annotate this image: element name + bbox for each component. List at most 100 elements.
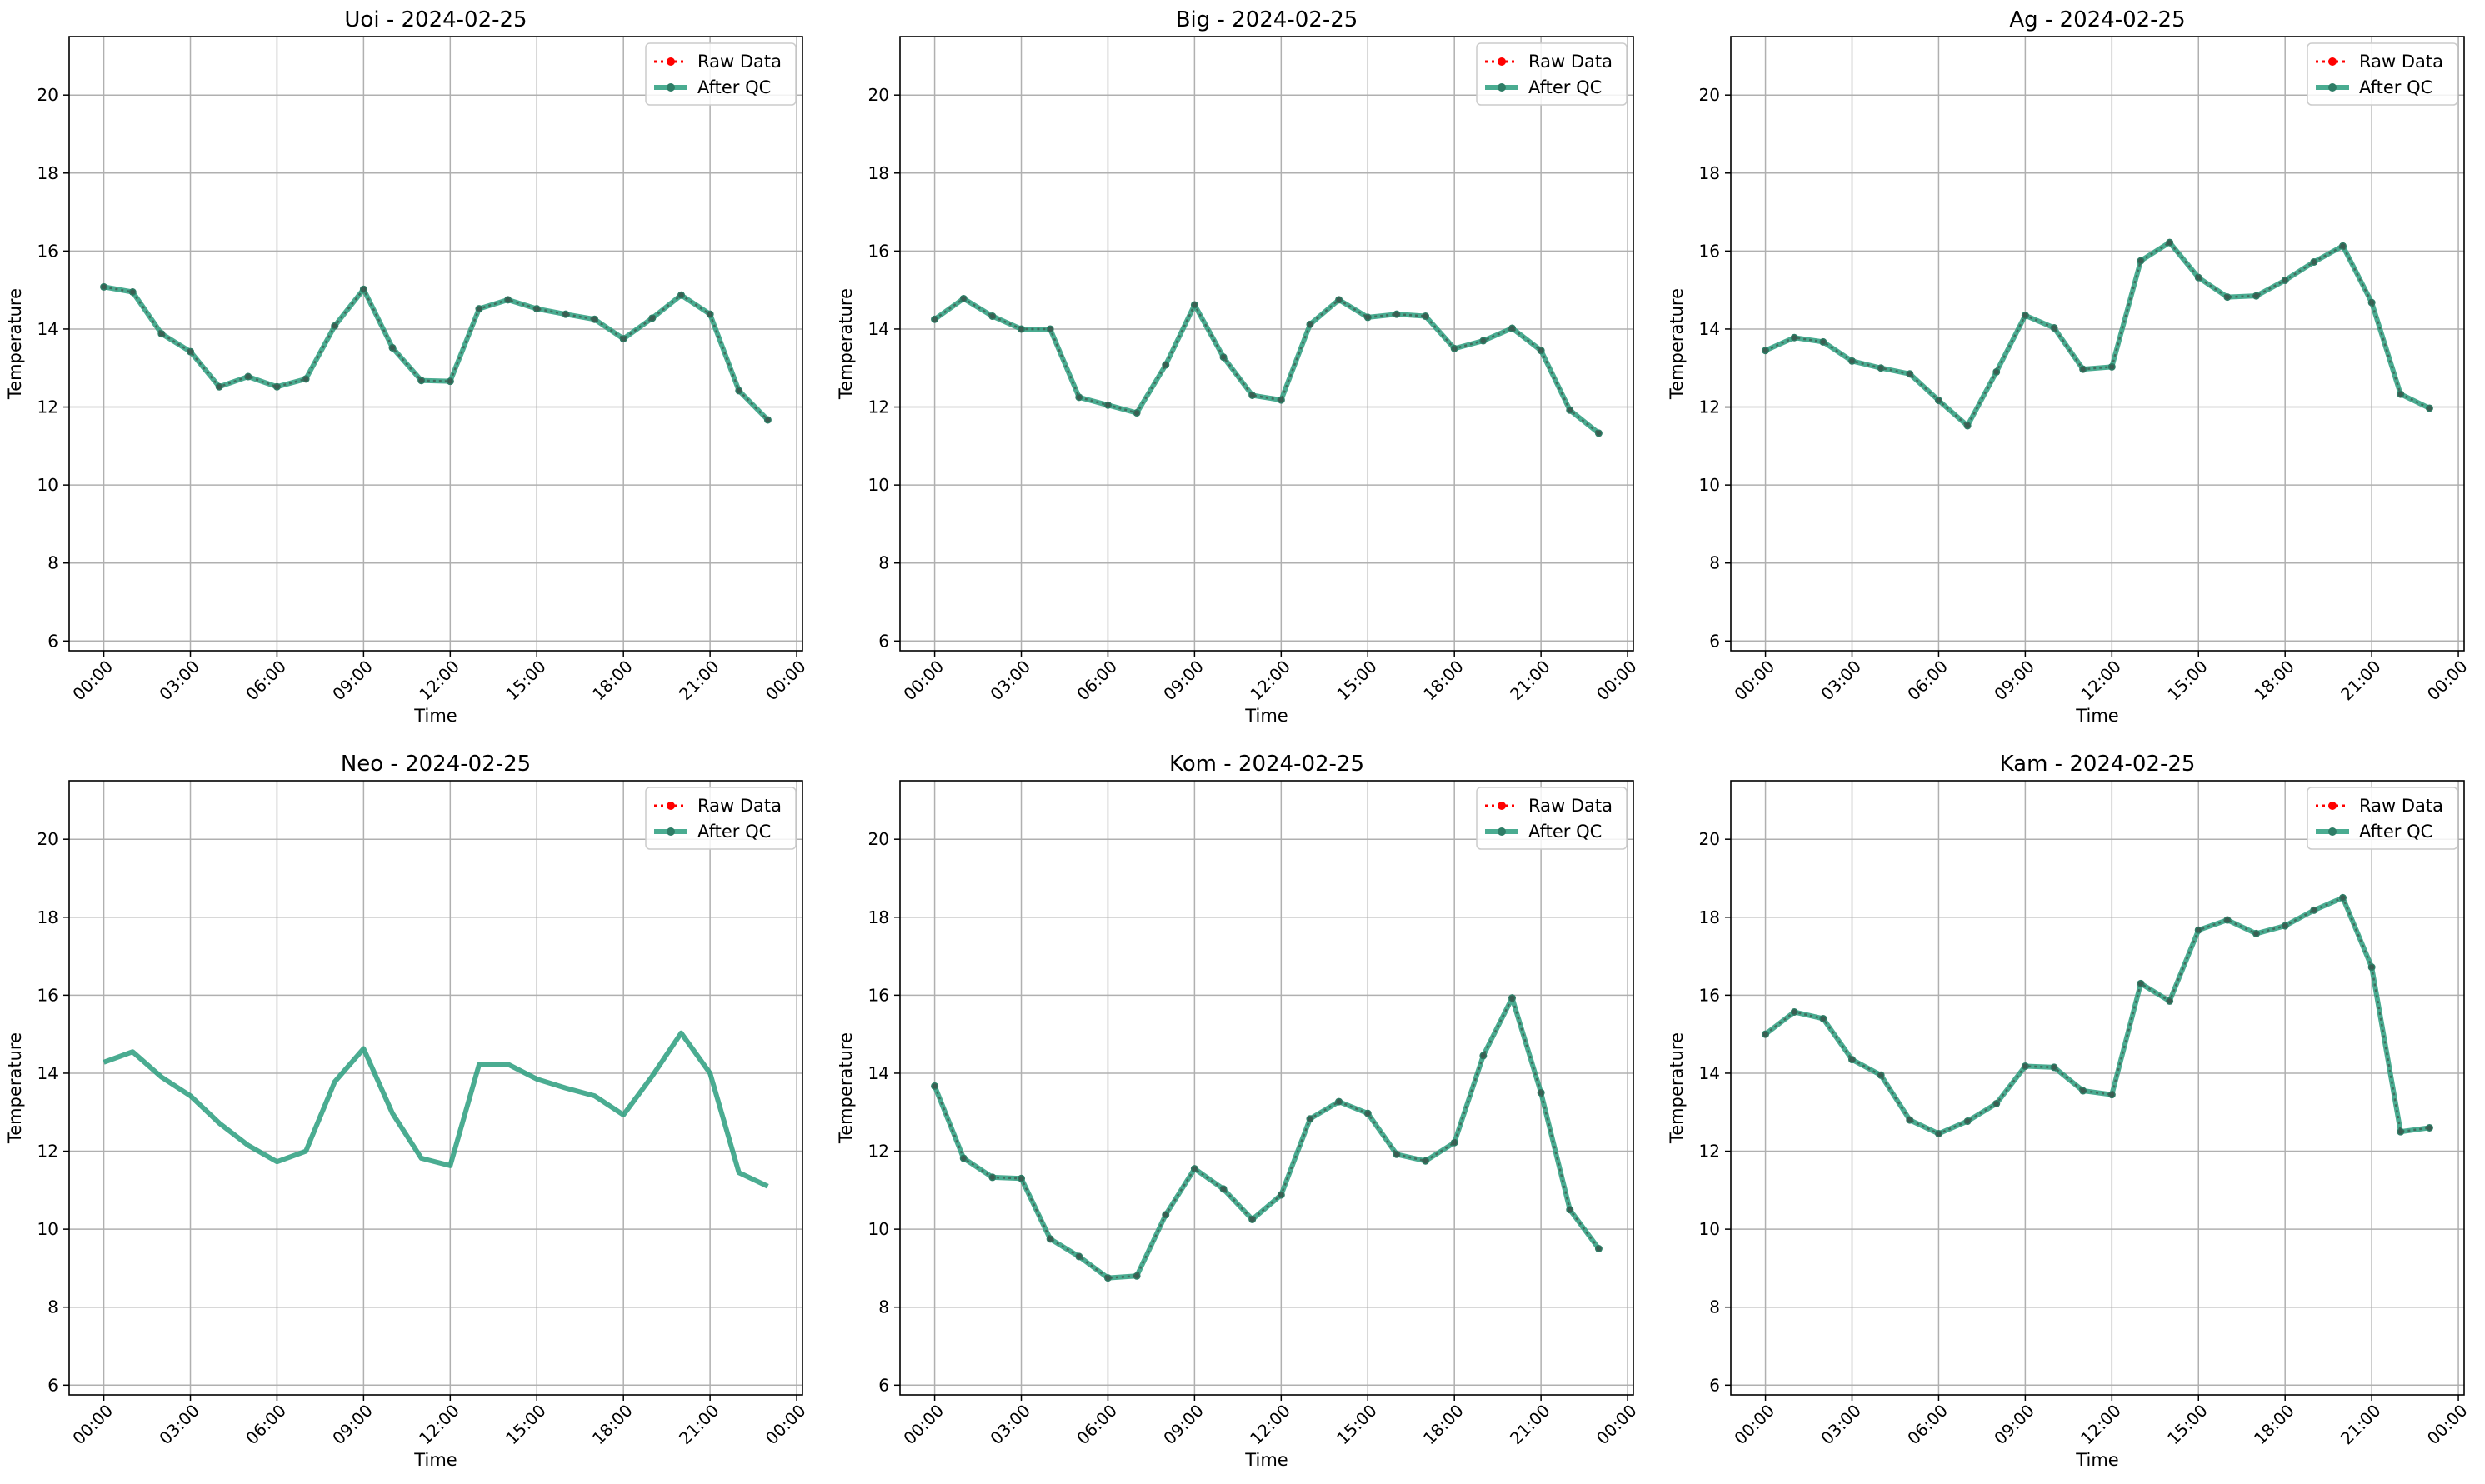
raw-data-point [1849, 1057, 1855, 1062]
chart-title: Kom - 2024-02-25 [1169, 752, 1364, 777]
chart-panel: Kam - 2024-02-25 6 8 10 12 14 16 18 20 00:00 03:00… [1667, 752, 2472, 1470]
raw-data-point [2369, 964, 2375, 970]
raw-data-point [1480, 1052, 1486, 1058]
legend-qc-label: After QC [1528, 822, 1602, 842]
x-tick-label: 09:00 [1990, 657, 2038, 705]
x-tick-label: 03:00 [986, 1401, 1034, 1449]
raw-data-point [1878, 365, 1884, 371]
y-tick-label: 8 [878, 553, 889, 573]
after-qc-line [103, 284, 770, 422]
legend: Raw Data After QC [1476, 42, 1628, 106]
chart-title: Neo - 2024-02-25 [341, 752, 531, 777]
raw-data-point [1762, 1032, 1768, 1037]
y-tick-label: 16 [38, 985, 58, 1005]
raw-data-point [2340, 895, 2346, 901]
raw-data-point [476, 306, 482, 312]
x-tick-label: 03:00 [155, 657, 203, 705]
axes-frame [899, 780, 1634, 1396]
x-tick-label: 00:00 [762, 1401, 810, 1449]
axes-frame [1730, 36, 2465, 652]
raw-data-point [736, 387, 742, 393]
raw-data-point [1509, 326, 1515, 332]
y-tick-label: 10 [38, 1219, 58, 1239]
raw-data-point [245, 374, 251, 380]
axes-frame [899, 36, 1634, 652]
raw-data-point [2080, 1088, 2086, 1094]
raw-data-point [932, 1083, 938, 1089]
axes-frame [1730, 780, 2465, 1396]
raw-data-point [562, 312, 568, 317]
raw-data-point [130, 289, 136, 295]
raw-data-point [217, 384, 222, 390]
x-tick-label: 03:00 [1817, 657, 1865, 705]
raw-data-series [101, 284, 771, 422]
x-tick-label: 18:00 [2250, 657, 2298, 705]
raw-data-point [1762, 347, 1768, 353]
raw-data-point [649, 315, 655, 321]
after-qc-line [1764, 240, 2431, 429]
y-tick-label: 14 [1699, 319, 1720, 339]
y-axis-label: Temperature [1667, 1032, 1687, 1144]
raw-data-point [2427, 1125, 2432, 1131]
raw-data-point [1134, 410, 1140, 416]
y-tick-label: 18 [38, 163, 58, 183]
y-tick-label: 20 [1699, 829, 1720, 849]
legend-raw-marker [1498, 802, 1506, 810]
legend-qc-marker [2328, 83, 2337, 92]
y-tick-label: 10 [38, 475, 58, 495]
y-tick-label: 8 [878, 1297, 889, 1317]
x-axis-label: Time [1244, 1450, 1288, 1470]
x-tick-label: 00:00 [1730, 1401, 1778, 1449]
raw-data-point [2253, 293, 2259, 299]
raw-data-point [1936, 1131, 1942, 1137]
y-tick-label: 18 [1699, 163, 1720, 183]
raw-data-point [2109, 1092, 2115, 1097]
y-tick-label: 14 [38, 319, 58, 339]
x-tick-label: 12:00 [1246, 657, 1294, 705]
after-qc-series [100, 282, 772, 424]
x-tick-label: 09:00 [1990, 1401, 2038, 1449]
y-axis-label: Temperature [836, 288, 856, 400]
raw-data-point [448, 378, 453, 384]
y-axis-label: Temperature [836, 1032, 856, 1144]
x-tick-label: 06:00 [1903, 1401, 1952, 1449]
raw-data-point [1365, 314, 1371, 320]
raw-data-point [1849, 358, 1855, 364]
raw-data-point [2052, 1064, 2058, 1070]
x-tick-label: 15:00 [2163, 657, 2212, 705]
x-tick-label: 18:00 [1419, 1401, 1468, 1449]
raw-data-point [765, 417, 771, 422]
y-tick-label: 18 [868, 907, 889, 927]
x-tick-label: 18:00 [2250, 1401, 2298, 1449]
y-tick-label: 8 [48, 1297, 58, 1317]
x-tick-label: 12:00 [2077, 657, 2125, 705]
raw-data-point [1596, 430, 1602, 436]
raw-data-point [274, 384, 280, 390]
raw-data-point [1509, 995, 1515, 1001]
raw-data-point [1422, 313, 1428, 319]
raw-data-series [1762, 895, 2432, 1137]
y-axis-label: Temperature [5, 1032, 25, 1144]
x-tick-label: 06:00 [1072, 1401, 1121, 1449]
legend-qc-label: After QC [1528, 77, 1602, 97]
legend-raw-marker [2328, 802, 2337, 810]
raw-data-point [2224, 917, 2230, 923]
raw-data-point [1249, 392, 1255, 398]
x-tick-label: 18:00 [588, 657, 637, 705]
chart-panel: Big - 2024-02-25 6 8 10 12 14 16 18 20 00:00 03:00… [836, 7, 1641, 726]
x-axis-label: Time [1244, 706, 1288, 726]
raw-data-point [932, 317, 938, 322]
x-tick-label: 15:00 [502, 657, 550, 705]
raw-data-point [1965, 1118, 1971, 1124]
legend: Raw Data After QC [2307, 42, 2458, 106]
chart-panel: Uoi - 2024-02-25 6 8 10 12 14 16 18 20 00:00 03:00… [5, 7, 810, 726]
x-tick-label: 06:00 [1072, 657, 1121, 705]
raw-data-line [103, 286, 769, 421]
raw-data-point [2167, 240, 2172, 246]
raw-data-point [1393, 1152, 1399, 1157]
raw-data-point [2398, 1129, 2403, 1135]
y-tick-label: 6 [1709, 631, 1720, 651]
legend-raw-label: Raw Data [1528, 52, 1612, 72]
raw-data-point [961, 296, 967, 302]
raw-data-point [989, 1174, 995, 1180]
